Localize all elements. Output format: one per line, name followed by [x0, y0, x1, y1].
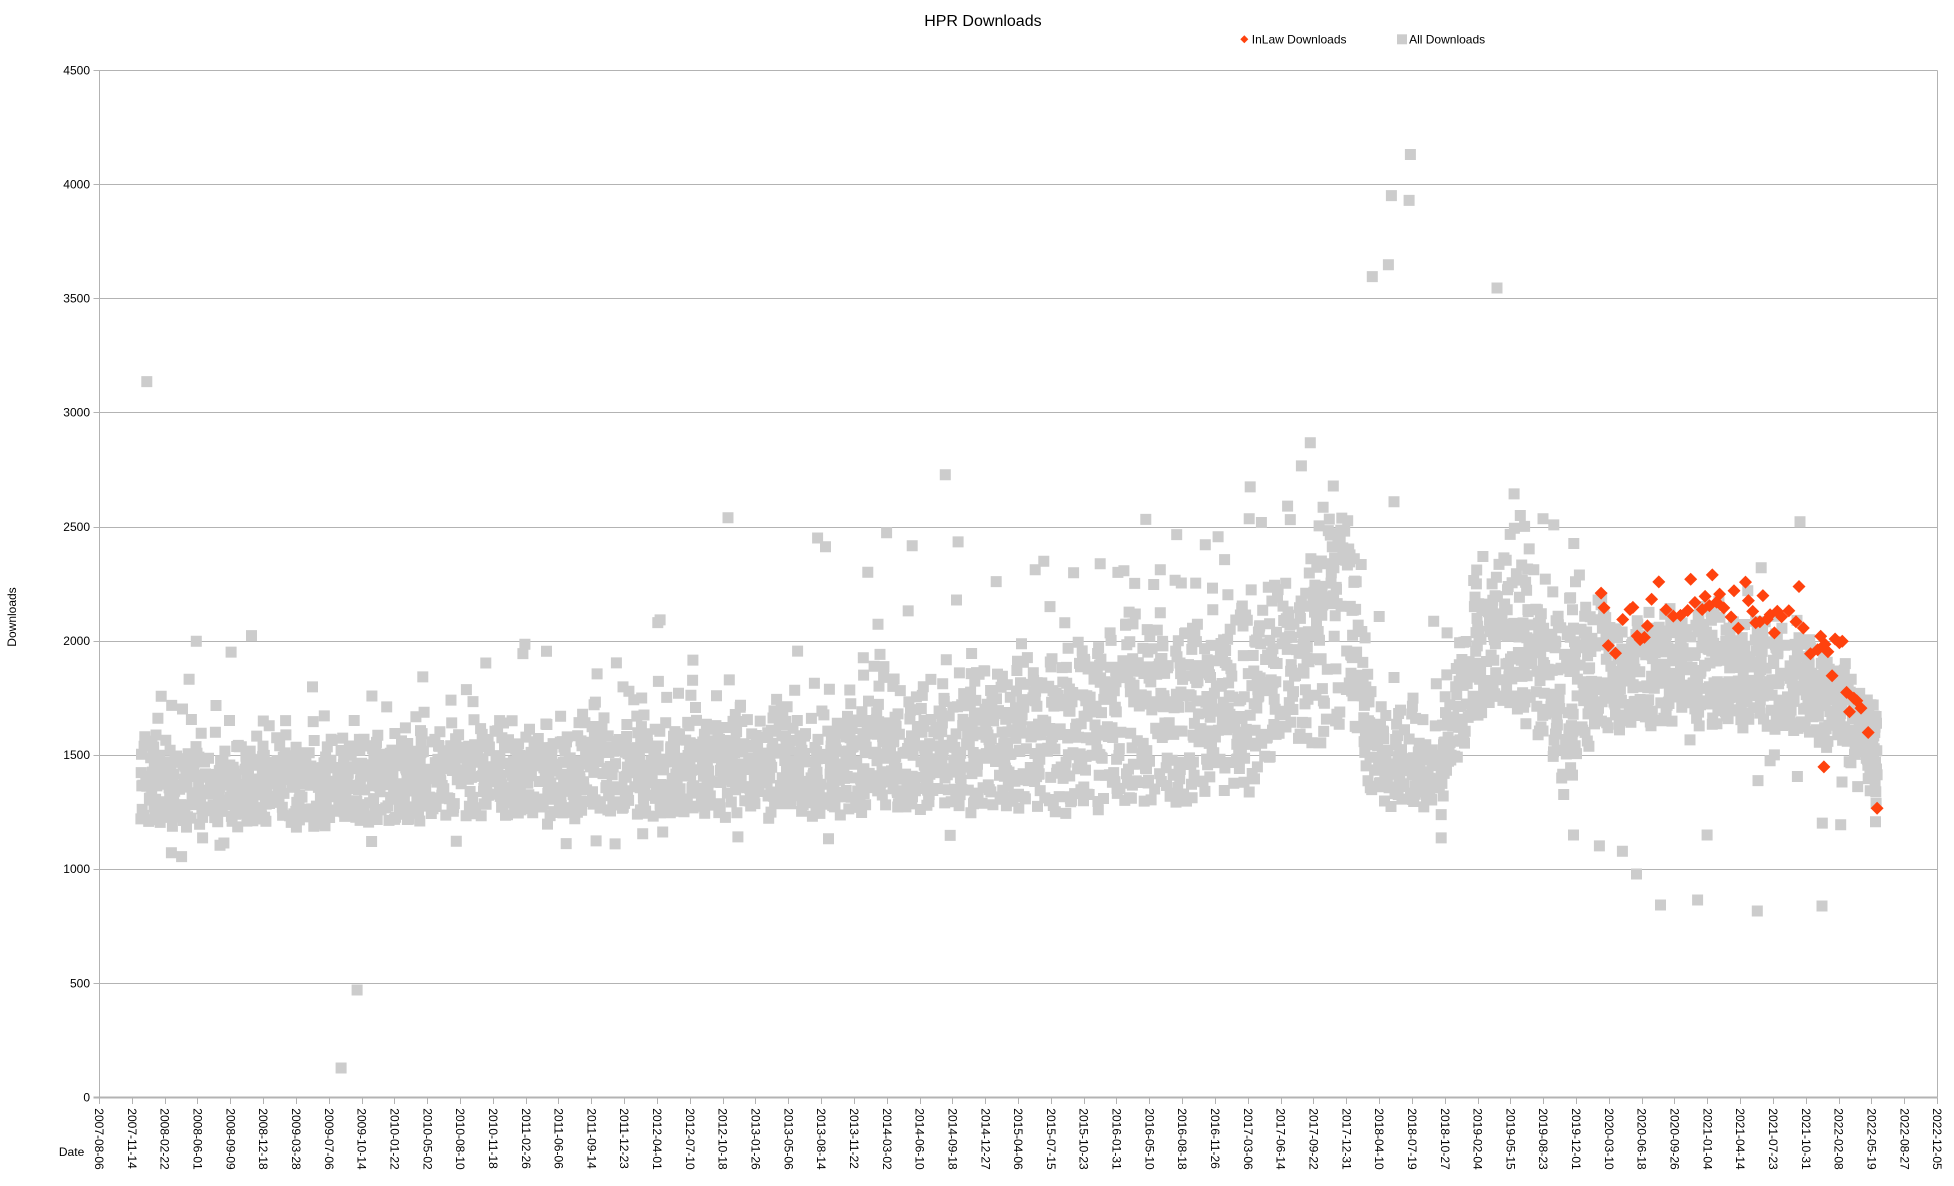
svg-text:2011-02-26: 2011-02-26: [519, 1108, 533, 1169]
svg-text:2019-02-04: 2019-02-04: [1471, 1108, 1485, 1170]
svg-text:2000: 2000: [63, 634, 90, 648]
svg-text:2008-02-22: 2008-02-22: [158, 1108, 172, 1170]
svg-text:2014-12-27: 2014-12-27: [978, 1108, 992, 1170]
svg-text:2016-05-10: 2016-05-10: [1142, 1108, 1156, 1170]
svg-text:4500: 4500: [63, 63, 90, 77]
svg-text:2022-02-08: 2022-02-08: [1832, 1108, 1846, 1170]
svg-text:2021-01-04: 2021-01-04: [1700, 1108, 1714, 1170]
svg-text:2016-08-18: 2016-08-18: [1175, 1108, 1189, 1170]
svg-text:2013-11-22: 2013-11-22: [847, 1108, 861, 1169]
svg-text:2014-09-18: 2014-09-18: [946, 1108, 960, 1170]
svg-text:Date: Date: [59, 1145, 85, 1159]
svg-text:2012-10-18: 2012-10-18: [716, 1108, 730, 1170]
svg-text:4000: 4000: [63, 177, 90, 191]
svg-text:2022-08-27: 2022-08-27: [1897, 1108, 1911, 1170]
svg-text:2012-07-10: 2012-07-10: [683, 1108, 697, 1170]
svg-text:2013-05-06: 2013-05-06: [781, 1108, 795, 1170]
svg-text:2019-08-23: 2019-08-23: [1536, 1108, 1550, 1170]
svg-text:Downloads: Downloads: [5, 587, 19, 646]
svg-text:1000: 1000: [63, 862, 90, 876]
svg-text:500: 500: [70, 976, 90, 990]
svg-text:2020-03-10: 2020-03-10: [1602, 1108, 1616, 1170]
svg-text:2013-01-26: 2013-01-26: [749, 1108, 763, 1170]
svg-text:2011-09-14: 2011-09-14: [584, 1108, 598, 1169]
svg-text:2013-08-14: 2013-08-14: [814, 1108, 828, 1170]
svg-text:1500: 1500: [63, 748, 90, 762]
svg-text:2500: 2500: [63, 520, 90, 534]
svg-text:2017-06-14: 2017-06-14: [1274, 1108, 1288, 1170]
svg-text:2010-01-22: 2010-01-22: [388, 1108, 402, 1170]
svg-text:2010-11-18: 2010-11-18: [486, 1108, 500, 1169]
svg-text:2010-05-02: 2010-05-02: [420, 1108, 434, 1170]
svg-text:3000: 3000: [63, 406, 90, 420]
svg-text:All Downloads: All Downloads: [1409, 33, 1485, 47]
svg-text:0: 0: [83, 1091, 90, 1105]
svg-text:2007-11-14: 2007-11-14: [125, 1108, 139, 1169]
svg-text:2010-08-10: 2010-08-10: [453, 1108, 467, 1170]
svg-text:2019-12-01: 2019-12-01: [1569, 1108, 1583, 1170]
svg-text:2012-04-01: 2012-04-01: [650, 1108, 664, 1170]
svg-text:2008-12-18: 2008-12-18: [256, 1108, 270, 1170]
svg-text:2021-10-31: 2021-10-31: [1799, 1108, 1813, 1170]
svg-text:2022-05-19: 2022-05-19: [1865, 1108, 1879, 1170]
svg-text:HPR Downloads: HPR Downloads: [924, 13, 1041, 30]
svg-text:3500: 3500: [63, 292, 90, 306]
svg-text:2008-06-01: 2008-06-01: [191, 1108, 205, 1170]
svg-text:2021-07-23: 2021-07-23: [1766, 1108, 1780, 1170]
svg-text:2014-03-02: 2014-03-02: [880, 1108, 894, 1170]
svg-text:2007-08-06: 2007-08-06: [92, 1108, 106, 1170]
svg-text:2011-06-06: 2011-06-06: [552, 1108, 566, 1169]
svg-text:2018-07-19: 2018-07-19: [1405, 1108, 1419, 1170]
svg-text:2021-04-14: 2021-04-14: [1733, 1108, 1747, 1170]
svg-text:2017-03-06: 2017-03-06: [1241, 1108, 1255, 1170]
svg-text:2020-09-26: 2020-09-26: [1668, 1108, 1682, 1170]
svg-text:2015-04-06: 2015-04-06: [1011, 1108, 1025, 1170]
svg-text:2017-12-31: 2017-12-31: [1339, 1108, 1353, 1170]
svg-text:2008-09-09: 2008-09-09: [223, 1108, 237, 1170]
svg-text:2018-10-27: 2018-10-27: [1438, 1108, 1452, 1170]
svg-text:2009-03-28: 2009-03-28: [289, 1108, 303, 1170]
svg-text:2009-10-14: 2009-10-14: [355, 1108, 369, 1170]
svg-text:2016-11-26: 2016-11-26: [1208, 1108, 1222, 1169]
svg-text:2014-06-10: 2014-06-10: [913, 1108, 927, 1170]
svg-text:2017-09-22: 2017-09-22: [1307, 1108, 1321, 1170]
svg-text:2018-04-10: 2018-04-10: [1372, 1108, 1386, 1170]
svg-text:2015-07-15: 2015-07-15: [1044, 1108, 1058, 1170]
svg-text:InLaw Downloads: InLaw Downloads: [1252, 33, 1347, 47]
svg-text:2019-05-15: 2019-05-15: [1503, 1108, 1517, 1170]
svg-text:2009-07-06: 2009-07-06: [322, 1108, 336, 1170]
svg-text:2015-10-23: 2015-10-23: [1077, 1108, 1091, 1170]
svg-text:2020-06-18: 2020-06-18: [1635, 1108, 1649, 1170]
svg-text:2011-12-23: 2011-12-23: [617, 1108, 631, 1169]
svg-text:2022-12-05: 2022-12-05: [1930, 1108, 1944, 1170]
svg-text:2016-01-31: 2016-01-31: [1110, 1108, 1124, 1170]
